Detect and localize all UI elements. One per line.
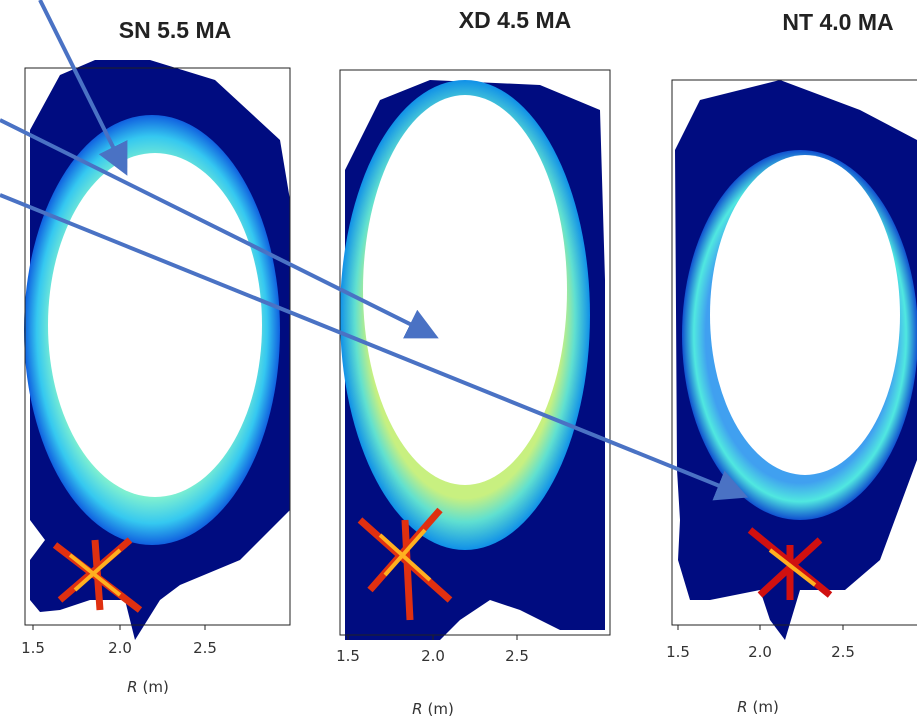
x-tick-label: 2.5 <box>505 647 529 665</box>
x-axis-variable: R <box>737 698 747 716</box>
panel-plot <box>24 60 291 640</box>
x-axis-label: R (m) <box>737 698 779 716</box>
x-axis-label: R (m) <box>412 700 454 718</box>
panel-title: XD 4.5 MA <box>459 7 571 33</box>
arrows <box>0 0 749 501</box>
x-tick-label: 1.5 <box>21 639 45 657</box>
panel-plot <box>671 79 917 640</box>
x-tick-label: 2.5 <box>831 643 855 661</box>
panel-title: SN 5.5 MA <box>119 17 231 43</box>
x-tick-label: 1.5 <box>336 647 360 665</box>
x-axis-unit: (m) <box>753 698 779 716</box>
panel-title: NT 4.0 MA <box>782 9 893 35</box>
panel-plot <box>339 69 611 640</box>
x-axis-variable: R <box>127 678 137 696</box>
x-tick-label: 1.5 <box>666 643 690 661</box>
x-axis-variable: R <box>412 700 422 718</box>
x-tick-label: 2.0 <box>108 639 132 657</box>
x-tick-label: 2.0 <box>748 643 772 661</box>
x-axis-label: R (m) <box>127 678 169 696</box>
x-axis-unit: (m) <box>428 700 454 718</box>
x-tick-label: 2.0 <box>421 647 445 665</box>
x-axis-unit: (m) <box>143 678 169 696</box>
x-tick-label: 2.5 <box>193 639 217 657</box>
labels: SN 5.5 MA 1.5 2.0 2.5 R (m) XD 4.5 MA 1.5 2.0 2.5… <box>21 7 894 718</box>
